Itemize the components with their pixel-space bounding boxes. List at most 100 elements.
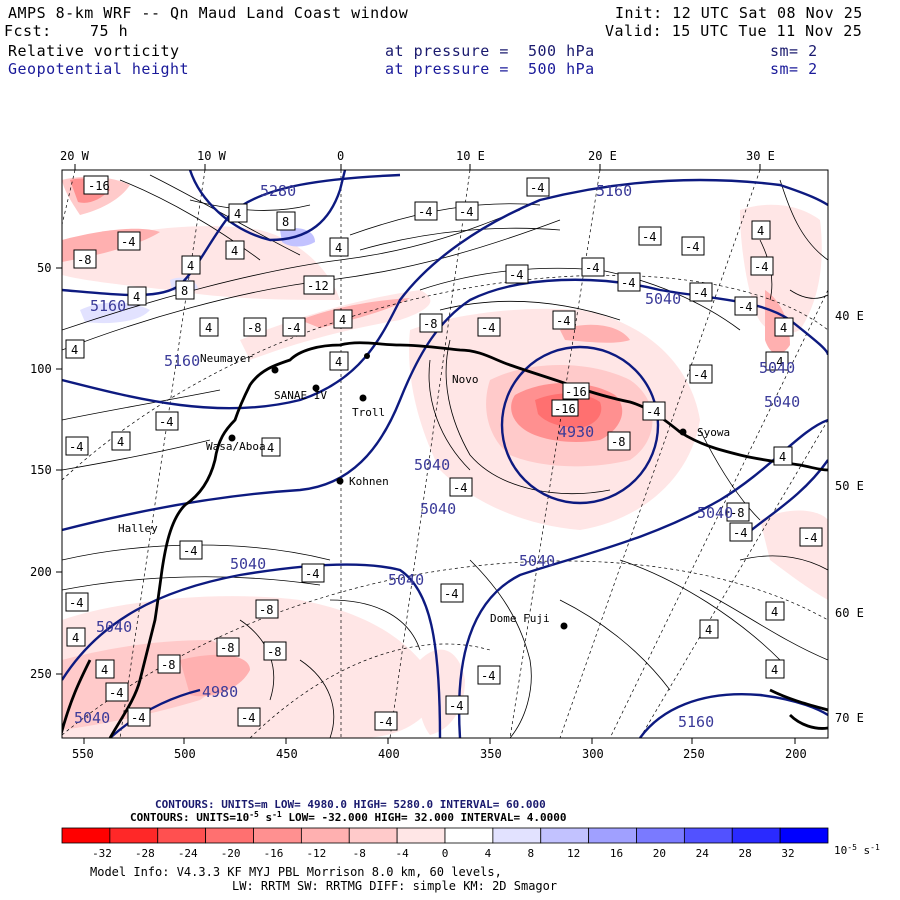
init-time: Init: 12 UTC Sat 08 Nov 25 (615, 4, 863, 22)
colorbar-tick-label: 24 (696, 847, 710, 860)
height-label: 5040 (74, 709, 110, 727)
height-label: 5040 (230, 555, 266, 573)
vort-label: -4 (282, 317, 306, 337)
colorbar-swatch (444, 827, 494, 844)
vort-label: 4 (225, 240, 245, 260)
height-label: 5040 (645, 290, 681, 308)
vort-label: -4 (505, 264, 529, 284)
svg-text:-4: -4 (449, 699, 463, 713)
svg-text:-4: -4 (693, 368, 707, 382)
vort-label: -4 (455, 201, 479, 221)
svg-text:-4: -4 (444, 587, 458, 601)
colorbar-swatch (109, 827, 159, 844)
vort-label: -4 (449, 477, 473, 497)
colorbar-swatch (683, 827, 733, 844)
model-physics: LW: RRTM SW: RRTMG DIFF: simple KM: 2D S… (232, 879, 557, 893)
height-label: 4980 (202, 683, 238, 701)
svg-text:-4: -4 (459, 205, 473, 219)
vort-label: -4 (681, 236, 705, 256)
svg-text:-4: -4 (481, 321, 495, 335)
station-label: Dome Fuji (490, 612, 550, 625)
vort-label: -4 (179, 540, 203, 560)
colorbar-tick-label: 32 (781, 847, 794, 860)
height-label: 5040 (96, 618, 132, 636)
svg-text:-8: -8 (247, 321, 261, 335)
svg-text:4: 4 (117, 435, 124, 449)
colorbar-swatch (540, 827, 590, 844)
svg-text:-4: -4 (754, 260, 768, 274)
vort-label: 4 (127, 286, 147, 306)
svg-text:4: 4 (187, 259, 194, 273)
colorbar-swatch (253, 827, 302, 844)
svg-text:4: 4 (101, 663, 108, 677)
svg-text:4: 4 (335, 355, 342, 369)
vort-label: -4 (642, 401, 666, 421)
axis-ticks (56, 164, 796, 744)
station-label: Syowa (697, 426, 730, 439)
vort-label: 4 (111, 431, 131, 451)
svg-text:-4: -4 (131, 711, 145, 725)
svg-text:-4: -4 (585, 261, 599, 275)
height-contour-info: CONTOURS: UNITS=m LOW= 4980.0 HIGH= 5280… (155, 798, 546, 811)
svg-text:-12: -12 (307, 279, 329, 293)
svg-text:-4: -4 (481, 669, 495, 683)
station-marker-wasa (228, 434, 236, 442)
vort-label: -4 (750, 256, 774, 276)
left-axis-label: 150 (30, 463, 52, 477)
height-label: 5160 (678, 713, 714, 731)
vort-label: -4 (581, 257, 605, 277)
top-axis-label: 20 E (588, 149, 617, 163)
vort-label: -4 (552, 310, 576, 330)
svg-text:-4: -4 (69, 596, 83, 610)
bottom-axis-label: 350 (480, 747, 502, 761)
svg-text:4: 4 (234, 207, 241, 221)
field1-name: Relative vorticity (8, 42, 180, 60)
svg-text:-4: -4 (159, 415, 173, 429)
colorbar-tick-label: 16 (610, 847, 623, 860)
top-axis-label: 0 (337, 149, 344, 163)
colorbar-tick-label: -4 (396, 847, 410, 860)
vort-label: -8 (726, 502, 750, 522)
colorbar-tick-label: -32 (92, 847, 112, 860)
vort-label: 4 (261, 437, 281, 457)
svg-text:4: 4 (779, 450, 786, 464)
height-label: 5160 (90, 297, 126, 315)
colorbar-tick-label: -24 (178, 847, 198, 860)
svg-text:-4: -4 (305, 567, 319, 581)
left-axis-label: 100 (30, 362, 52, 376)
colorbar-tick-label: 28 (739, 847, 752, 860)
bottom-axis-label: 300 (582, 747, 604, 761)
map-field: -16 -4 -8 4 8 4 4 4 -4 -4 -4 -4 -4 -4 -4… (62, 170, 828, 738)
vort-label: -8 (157, 654, 181, 674)
vort-label: -4 (65, 436, 89, 456)
model-info: Model Info: V4.3.3 KF MYJ PBL Morrison 8… (90, 865, 502, 879)
svg-text:4: 4 (71, 343, 78, 357)
svg-text:-4: -4 (693, 286, 707, 300)
vort-label: -8 (607, 431, 631, 451)
height-label: 5040 (519, 552, 555, 570)
svg-text:-4: -4 (530, 181, 544, 195)
svg-text:-4: -4 (803, 531, 817, 545)
colorbar (61, 827, 829, 844)
svg-text:-4: -4 (241, 711, 255, 725)
field2-name: Geopotential height (8, 60, 190, 78)
height-label: 5040 (420, 500, 456, 518)
colorbar-swatch (588, 827, 637, 844)
bottom-axis-label: 450 (276, 747, 298, 761)
vort-label: 4 (333, 309, 353, 329)
height-label: 4930 (558, 423, 594, 441)
bottom-axis-label: 250 (683, 747, 705, 761)
vort-label: 4 (95, 659, 115, 679)
top-axis-label: 20 W (60, 149, 90, 163)
vort-label: 4 (228, 203, 248, 223)
vort-label: -4 (105, 682, 129, 702)
svg-text:-4: -4 (121, 235, 135, 249)
left-axis-label: 250 (30, 667, 52, 681)
plot-frame (61, 169, 829, 739)
vort-label: -16 (551, 399, 579, 417)
vort-label: -8 (255, 599, 279, 619)
svg-text:-4: -4 (556, 314, 570, 328)
vort-label: -4 (414, 201, 438, 221)
vort-label: 4 (66, 627, 86, 647)
vort-label: 4 (773, 446, 793, 466)
